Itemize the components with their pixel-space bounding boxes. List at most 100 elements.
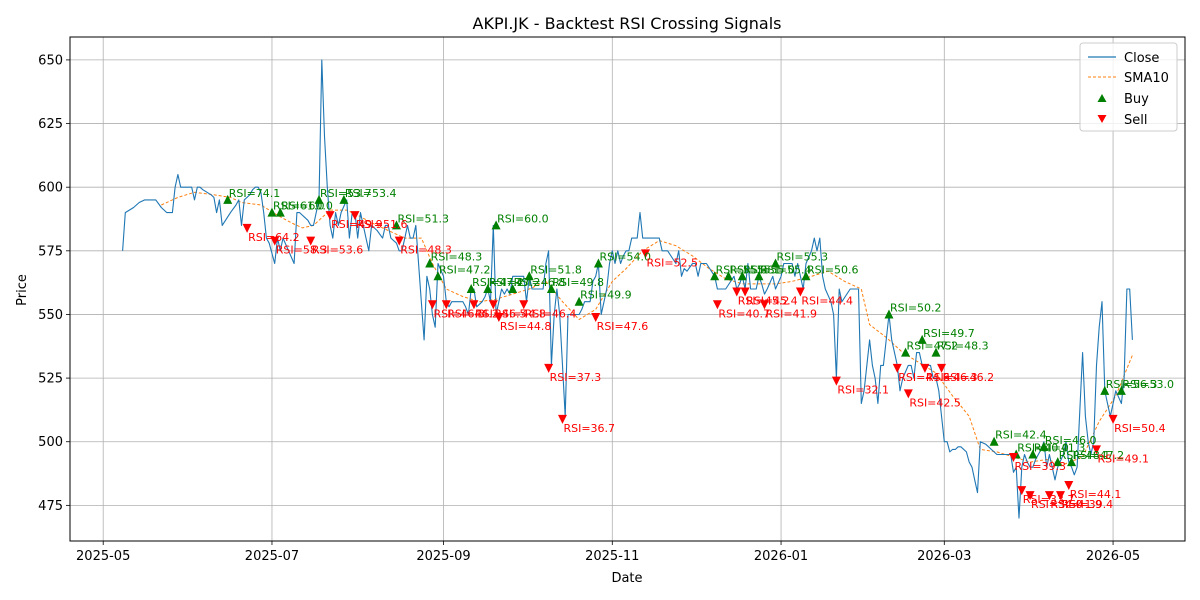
sell-marker xyxy=(1091,445,1101,455)
y-tick-label: 625 xyxy=(38,117,63,132)
close-line xyxy=(122,59,1133,519)
buy-marker xyxy=(754,271,764,281)
buy-signal-label: RSI=48.1 xyxy=(1059,449,1111,462)
sell-signal-label: RSI=46.2 xyxy=(943,371,995,384)
buy-signal-label: RSI=47.2 xyxy=(489,276,541,289)
buy-marker xyxy=(710,271,720,281)
sell-marker xyxy=(242,223,252,233)
x-axis-ticks: 2025-05 2025-07 2025-09 2025-11 2026-01 2026-… xyxy=(76,541,1140,564)
sell-signal-label: RSI=49.9 xyxy=(331,218,383,231)
sell-marker xyxy=(591,313,601,322)
y-tick-label: 600 xyxy=(38,181,63,196)
sell-signal-label: RSI=41.9 xyxy=(765,307,817,320)
sell-signal-label: RSI=44.6 xyxy=(898,371,950,384)
sell-signal-label: RSI=34.0 xyxy=(1031,498,1083,511)
buy-marker xyxy=(901,347,911,357)
sell-marker xyxy=(640,249,650,259)
sell-marker xyxy=(494,313,504,322)
y-tick-label: 525 xyxy=(38,372,63,387)
sell-marker xyxy=(469,300,479,310)
buy-marker xyxy=(574,296,584,306)
sell-marker xyxy=(1025,491,1035,501)
sell-marker xyxy=(831,376,841,386)
signal-labels: RSI=74.1RSI=61.0RSI=60.0RSI=53.7RSI=53.4… xyxy=(229,187,1174,511)
sell-signal-label: RSI=46.5 xyxy=(475,307,527,320)
buy-signal-label: RSI=55.1 xyxy=(729,263,781,276)
buy-signal-label: RSI=50.2 xyxy=(890,301,942,314)
buy-marker xyxy=(314,194,324,204)
buy-marker xyxy=(723,271,733,281)
buy-signal-label: RSI=56.3 xyxy=(1106,378,1158,391)
buy-signal-label: RSI=55.3 xyxy=(777,251,829,264)
buy-signal-label: RSI=55.4 xyxy=(760,263,812,276)
buy-signal-label: RSI=47.2 xyxy=(1073,449,1125,462)
sell-marker xyxy=(441,300,451,310)
buy-signal-label: RSI=49.8 xyxy=(552,276,604,289)
buy-signal-label: RSI=47.2 xyxy=(907,340,959,353)
sell-marker xyxy=(795,287,805,297)
sell-signal-label: RSI=47.6 xyxy=(597,320,649,333)
buy-marker xyxy=(917,334,927,344)
sell-marker xyxy=(712,300,722,310)
sell-marker xyxy=(544,363,554,373)
x-tick-label: 2026-03 xyxy=(917,549,971,564)
sell-marker xyxy=(1044,491,1054,501)
buy-signal-label: RSI=55.0 xyxy=(716,263,768,276)
buy-signal-label: RSI=60.0 xyxy=(497,212,549,225)
buy-marker xyxy=(546,284,556,293)
x-tick-label: 2025-05 xyxy=(76,549,130,564)
sell-marker xyxy=(1108,414,1118,424)
x-tick-label: 2025-09 xyxy=(416,549,470,564)
buy-signal-label: RSI=54.0 xyxy=(599,251,651,264)
buy-marker xyxy=(491,220,501,230)
sell-signal-label: RSI=49.1 xyxy=(1097,452,1149,465)
x-tick-label: 2026-01 xyxy=(754,549,808,564)
buy-signal-label: RSI=47.2 xyxy=(439,263,491,276)
buy-signal-label: RSI=46.0 xyxy=(1045,434,1097,447)
buy-signal-label: RSI=40.0 xyxy=(1017,441,1069,454)
sell-marker xyxy=(325,211,335,221)
legend-sma10-label: SMA10 xyxy=(1124,71,1169,86)
sell-marker xyxy=(1055,491,1065,501)
buy-marker xyxy=(1067,457,1077,467)
buy-marker xyxy=(884,309,894,319)
sell-signal-label: RSI=41.9 xyxy=(1050,498,1102,511)
legend-close-label: Close xyxy=(1124,51,1159,66)
chart-title: AKPI.JK - Backtest RSI Crossing Signals xyxy=(473,14,782,33)
buy-marker xyxy=(275,207,285,217)
buy-marker xyxy=(508,284,518,293)
sell-marker xyxy=(1008,453,1018,462)
x-axis-label: Date xyxy=(611,571,642,586)
buy-marker xyxy=(771,258,781,268)
sell-signal-label: RSI=39.3 xyxy=(1014,460,1066,473)
buy-marker xyxy=(1053,457,1063,467)
buy-marker xyxy=(267,207,277,217)
buy-signal-label: RSI=48.3 xyxy=(431,251,483,264)
buy-marker xyxy=(425,258,435,268)
plot-frame xyxy=(69,36,1186,542)
sell-signal-label: RSI=33.7 xyxy=(1023,493,1075,506)
buy-marker xyxy=(433,271,443,281)
buy-marker xyxy=(1116,385,1126,395)
buy-signal-label: RSI=51.8 xyxy=(530,263,582,276)
sell-marker xyxy=(740,287,750,297)
sell-marker xyxy=(732,287,742,297)
legend-box xyxy=(1079,42,1178,132)
buy-marker xyxy=(391,220,401,230)
buy-signal-label: RSI=53.0 xyxy=(1122,378,1174,391)
sell-signal-label: RSI=64.2 xyxy=(248,231,300,244)
buy-signal-label: RSI=60.0 xyxy=(281,200,333,213)
x-tick-label: 2026-05 xyxy=(1086,549,1140,564)
y-tick-label: 550 xyxy=(38,308,63,323)
sma10-series xyxy=(161,191,1133,466)
y-axis-label: Price xyxy=(15,274,30,306)
sell-marker xyxy=(1017,486,1027,496)
sell-signal-label: RSI=44.2 xyxy=(447,307,499,320)
plot-background xyxy=(70,37,1185,541)
buy-signal-label: RSI=51.3 xyxy=(397,212,449,225)
sell-signal-label: RSI=44.1 xyxy=(1070,488,1122,501)
buy-signal-label: RSI=46.8 xyxy=(514,276,566,289)
sell-marker xyxy=(427,300,437,310)
sell-marker xyxy=(920,363,930,373)
